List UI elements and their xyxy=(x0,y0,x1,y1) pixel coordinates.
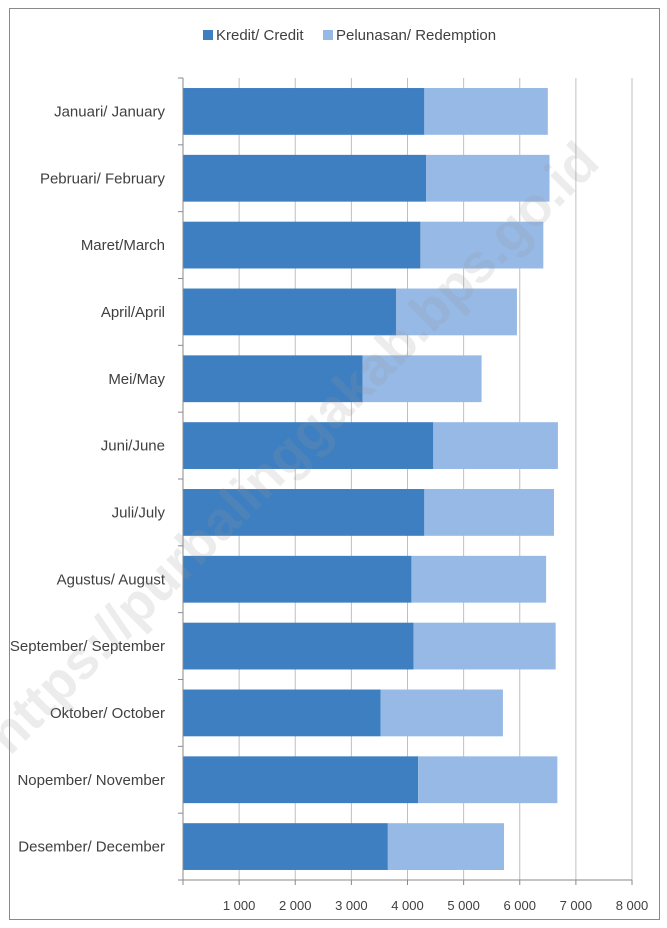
bar-1-3 xyxy=(396,288,517,336)
bar-layer xyxy=(183,88,558,870)
bar-1-7 xyxy=(411,555,547,603)
bar-0-1 xyxy=(183,154,427,202)
category-label-0: Januari/ January xyxy=(54,103,165,120)
bar-1-9 xyxy=(380,689,503,737)
legend-swatch-1 xyxy=(323,30,333,40)
bar-0-7 xyxy=(183,555,412,603)
bar-0-10 xyxy=(183,756,419,804)
bar-0-11 xyxy=(183,823,388,870)
category-label-7: Agustus/ August xyxy=(57,571,166,588)
category-label-2: Maret/March xyxy=(81,237,165,254)
x-tick-label-5: 6 000 xyxy=(503,898,536,913)
legend: Kredit/ Credit Pelunasan/ Redemption xyxy=(203,27,496,44)
x-tick-label-1: 2 000 xyxy=(279,898,312,913)
category-label-3: April/April xyxy=(101,304,165,321)
category-label-6: Juli/July xyxy=(112,504,166,521)
bar-0-3 xyxy=(183,288,397,336)
bar-1-4 xyxy=(362,355,482,403)
x-tick-label-3: 4 000 xyxy=(391,898,424,913)
bar-1-2 xyxy=(420,221,544,269)
bar-1-0 xyxy=(424,88,548,135)
bar-1-10 xyxy=(418,756,558,804)
bar-0-5 xyxy=(183,422,434,469)
bar-0-9 xyxy=(183,689,381,737)
legend-label-0: Kredit/ Credit xyxy=(216,27,304,44)
bar-0-4 xyxy=(183,355,363,403)
bar-1-8 xyxy=(413,622,556,670)
bar-0-6 xyxy=(183,489,425,536)
category-label-9: Oktober/ October xyxy=(50,705,165,722)
category-label-10: Nopember/ November xyxy=(17,772,165,789)
bar-0-2 xyxy=(183,221,421,269)
x-tick-label-4: 5 000 xyxy=(447,898,480,913)
category-label-1: Pebruari/ February xyxy=(40,170,166,187)
bar-0-8 xyxy=(183,622,414,670)
category-label-5: Juni/June xyxy=(101,438,165,455)
category-label-4: Mei/May xyxy=(108,371,165,388)
axis-layer: Januari/ January Pebruari/ February Maret/… xyxy=(10,77,649,913)
grid-layer xyxy=(238,78,633,880)
bar-1-6 xyxy=(424,489,554,536)
bar-0-0 xyxy=(183,88,425,135)
x-tick-label-7: 8 000 xyxy=(616,898,649,913)
x-tick-label-0: 1 000 xyxy=(223,898,256,913)
category-label-8: September/ September xyxy=(10,638,165,655)
bar-1-1 xyxy=(426,154,550,202)
legend-label-1: Pelunasan/ Redemption xyxy=(336,27,496,44)
legend-swatch-0 xyxy=(203,30,213,40)
bar-1-11 xyxy=(387,823,505,870)
category-label-11: Desember/ December xyxy=(18,839,165,856)
x-tick-label-2: 3 000 xyxy=(335,898,368,913)
x-tick-label-6: 7 000 xyxy=(560,898,593,913)
bar-1-5 xyxy=(433,422,558,469)
